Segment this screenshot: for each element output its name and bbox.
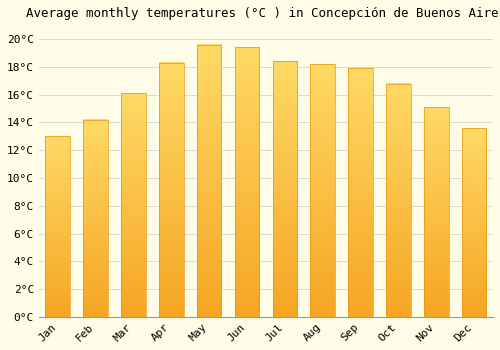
- Bar: [197, 45, 222, 317]
- Bar: [159, 63, 184, 317]
- Bar: [84, 120, 108, 317]
- Bar: [348, 68, 373, 317]
- Bar: [234, 48, 260, 317]
- Bar: [462, 128, 486, 317]
- Bar: [121, 93, 146, 317]
- Bar: [272, 61, 297, 317]
- Title: Average monthly temperatures (°C ) in Concepción de Buenos Aires: Average monthly temperatures (°C ) in Co…: [26, 7, 500, 20]
- Bar: [386, 84, 410, 317]
- Bar: [46, 136, 70, 317]
- Bar: [424, 107, 448, 317]
- Bar: [310, 64, 335, 317]
